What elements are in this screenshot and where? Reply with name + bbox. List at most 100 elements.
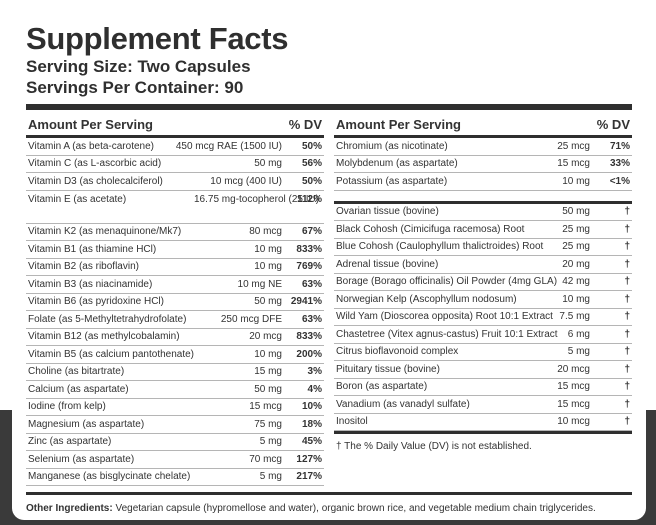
nutrient-amount: 5 mg [259,471,282,483]
right-amount-header: Amount Per Serving [336,116,461,132]
nutrient-name: Iodine (from kelp) [28,401,106,413]
nutrient-name: Vanadium (as vanadyl sulfate) [336,398,470,410]
nutrient-row: Vitamin B5 (as calcium pantothenate) 10 m… [26,346,324,364]
other-ingredients: Other Ingredients: Vegetarian capsule (h… [26,503,632,514]
left-dv-header: % DV [288,116,322,132]
nutrient-row: Vitamin D3 (as cholecalciferol) 10 mcg (4… [26,173,324,191]
nutrient-amount: 5 mg [259,436,282,448]
servings-per-container: Servings Per Container: 90 [26,78,244,97]
nutrient-dv: † [624,381,630,393]
nutrient-dv: 50% [301,175,322,187]
right-column-header: Amount Per Serving % DV [334,113,632,135]
nutrient-amount: 75 mg [254,418,282,430]
nutrient-row: Wild Yam (Dioscorea opposita) Root 10:1 … [334,309,632,326]
nutrient-row: Inositol 10 mcg † [334,414,632,431]
nutrient-name: Molybdenum (as aspartate) [336,158,458,170]
nutrient-amount: 80 mcg [249,226,282,238]
nutrient-amount: 20 mg [562,258,590,270]
nutrient-amount: 25 mg [562,223,590,235]
nutrient-row: Vitamin E (as acetate) 16.75 mg-tocophero… [26,191,324,224]
nutrient-name: Inositol [336,416,368,428]
nutrient-dv: † [624,311,630,323]
nutrient-name: Vitamin A (as beta-carotene) [28,140,154,152]
nutrient-name: Blue Cohosh (Caulophyllum thalictroides)… [336,241,544,253]
nutrient-dv: 3% [307,366,322,378]
serving-size: Serving Size: Two Capsules [26,57,251,76]
nutrient-amount: 10 mg [254,348,282,360]
nutrient-name: Citrus bioflavonoid complex [336,346,459,358]
nutrient-row: Pituitary tissue (bovine) 20 mcg † [334,361,632,379]
nutrient-name: Vitamin B12 (as methylcobalamin) [28,331,180,343]
nutrient-row: Vanadium (as vanadyl sulfate) 15 mcg † [334,396,632,414]
nutrient-name: Zinc (as aspartate) [28,436,112,448]
nutrient-name: Boron (as aspartate) [336,381,428,393]
nutrient-dv: 56% [301,158,322,170]
nutrient-name: Vitamin B1 (as thiamine HCl) [28,243,157,255]
nutrient-dv: 71% [609,140,630,152]
right-column: Amount Per Serving % DV Chromium (as nic… [334,110,632,486]
nutrient-amount: 10 mg [562,175,590,187]
nutrient-row: Vitamin A (as beta-carotene) 450 mcg RAE … [26,138,324,156]
nutrient-amount: 42 mg [562,276,590,288]
left-header-rule [26,135,324,138]
nutrient-row: Blue Cohosh (Caulophyllum thalictroides)… [334,239,632,256]
nutrient-row: Chastetree (Vitex agnus-castus) Fruit 10… [334,326,632,344]
nutrient-name: Vitamin B6 (as pyridoxine HCl) [28,296,164,308]
nutrient-dv: † [624,293,630,305]
nutrient-amount: 50 mg [562,206,590,218]
nutrient-name: Calcium (as aspartate) [28,383,129,395]
nutrient-name: Chastetree (Vitex agnus-castus) Fruit 10… [336,328,558,340]
nutrient-amount: 10 mg [254,261,282,273]
right-rows-top: Chromium (as nicotinate) 25 mcg 71% Molybde… [334,138,632,191]
nutrient-row: Citrus bioflavonoid complex 5 mg † [334,344,632,361]
nutrient-row: Calcium (as aspartate) 50 mg 4% [26,381,324,399]
nutrient-dv: 2941% [290,296,322,308]
nutrient-amount: 250 mcg DFE [220,313,282,325]
nutrient-amount: 450 mcg RAE (1500 IU) [175,140,282,152]
nutrient-dv: <1% [609,175,630,187]
nutrient-name: Vitamin B3 (as niacinamide) [28,278,153,290]
nutrient-amount: 15 mcg [557,158,590,170]
nutrient-dv: 67% [301,226,322,238]
nutrient-amount: 50 mg [254,158,282,170]
nutrient-amount: 20 mcg [249,331,282,343]
nutrient-row: Folate (as 5-Methyltetrahydrofolate) 250 … [26,311,324,329]
nutrient-dv: † [624,398,630,410]
nutrient-row: Black Cohosh (Cimicifuga racemosa) Root 2… [334,221,632,239]
nutrient-name: Choline (as bitartrate) [28,366,125,378]
nutrient-amount: 25 mcg [557,140,590,152]
nutrient-dv: † [624,363,630,375]
nutrient-amount: 7.5 mg [559,311,590,323]
right-bottom-rule [334,431,632,434]
right-dv-header: % DV [596,116,630,132]
nutrient-name: Ovarian tissue (bovine) [336,206,439,218]
nutrient-dv: 45% [301,436,322,448]
nutrient-dv: † [624,241,630,253]
right-header-rule [334,135,632,138]
left-rows: Vitamin A (as beta-carotene) 450 mcg RAE … [26,138,324,486]
nutrient-amount: 15 mcg [557,381,590,393]
nutrient-amount: 15 mcg [249,401,282,413]
nutrient-amount: 15 mg [254,366,282,378]
nutrient-name: Folate (as 5-Methyltetrahydrofolate) [28,313,187,325]
nutrient-amount: 50 mg [254,296,282,308]
nutrient-row: Boron (as aspartate) 15 mcg † [334,379,632,396]
nutrient-dv: 200% [296,348,322,360]
nutrient-amount: 10 mcg (400 IU) [210,175,282,187]
dv-footnote: † The % Daily Value (DV) is not establis… [336,441,532,452]
nutrient-dv: † [624,206,630,218]
nutrient-name: Manganese (as bisglycinate chelate) [28,471,191,483]
nutrient-row: Choline (as bitartrate) 15 mg 3% [26,364,324,381]
right-rows-bottom: Ovarian tissue (bovine) 50 mg † Black Cohos… [334,204,632,431]
nutrient-row: Magnesium (as aspartate) 75 mg 18% [26,416,324,434]
nutrient-name: Adrenal tissue (bovine) [336,258,439,270]
nutrient-row: Ovarian tissue (bovine) 50 mg † [334,204,632,221]
nutrient-dv: 50% [301,140,322,152]
nutrient-row: Vitamin B12 (as methylcobalamin) 20 mcg 83… [26,329,324,346]
nutrient-dv: † [624,416,630,428]
nutrient-amount: 10 mg [562,293,590,305]
nutrient-row: Vitamin B1 (as thiamine HCl) 10 mg 833% [26,241,324,259]
left-amount-header: Amount Per Serving [28,116,153,132]
nutrient-name: Chromium (as nicotinate) [336,140,448,152]
nutrient-dv: 33% [609,158,630,170]
